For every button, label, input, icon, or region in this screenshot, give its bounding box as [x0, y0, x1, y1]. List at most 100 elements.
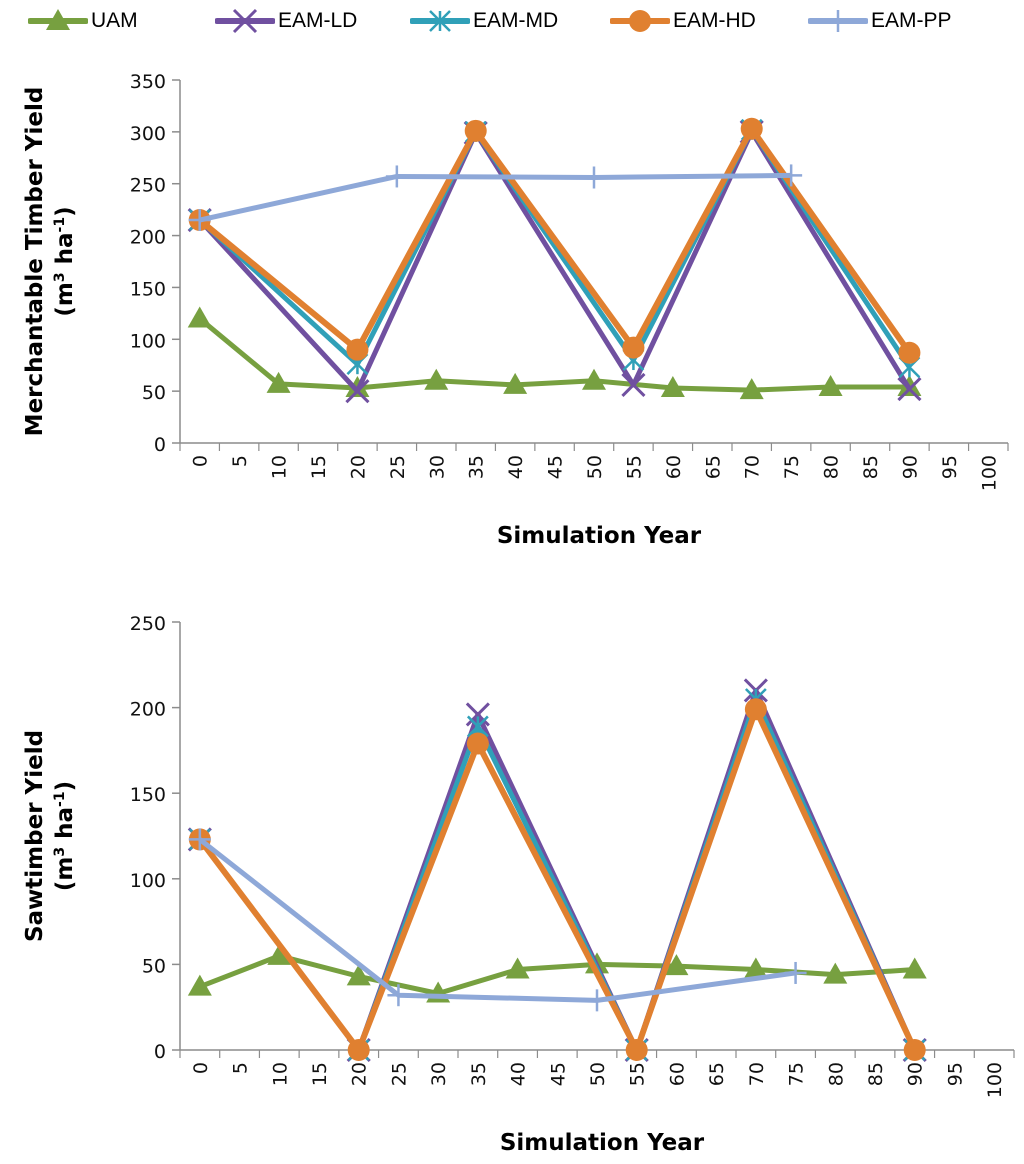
x-tick-label: 100 [978, 455, 1000, 491]
x-tick-label: 65 [702, 455, 724, 479]
x-tick-label: 70 [746, 1062, 768, 1086]
x-tick-label: 25 [388, 1062, 410, 1086]
y-axis-title: Sawtimber Yield [22, 730, 48, 942]
data-point-uam [424, 368, 449, 390]
data-point-uam [739, 378, 764, 400]
data-point-eam-pp [780, 164, 803, 187]
data-point-uam [823, 962, 848, 984]
y-tick-label: 200 [130, 699, 166, 721]
x-tick-label: 20 [349, 1062, 371, 1086]
data-point-uam [818, 374, 843, 396]
data-point-uam [187, 306, 212, 328]
x-tick-label: 60 [663, 455, 685, 479]
data-point-eam-hd [466, 732, 489, 755]
y-tick-label: 50 [142, 955, 166, 977]
series-line-eam-md [198, 127, 912, 369]
data-point-eam-ld [465, 702, 490, 727]
x-tick-label: 75 [781, 455, 803, 479]
x-tick-label: 35 [466, 455, 488, 479]
x-tick-label: 25 [387, 455, 409, 479]
chart-legend: UAM EAM-LD EAM-MD EAM-HD EAM-PP [0, 0, 1024, 44]
legend-label: EAM-LD [278, 9, 358, 32]
series-line-eam-ld [197, 129, 912, 394]
legend-label: UAM [91, 9, 138, 32]
data-point-uam [664, 954, 689, 976]
legend-item-uam: UAM [28, 6, 138, 36]
x-tick-label: 0 [190, 455, 212, 467]
data-point-uam [346, 964, 371, 986]
legend-item-eam-md: EAM-MD [410, 6, 558, 36]
x-tick-label: 40 [508, 1062, 530, 1086]
legend-label: EAM-MD [473, 9, 559, 32]
x-tick-label: 70 [742, 455, 764, 479]
y-tick-label: 50 [142, 382, 166, 404]
data-point-eam-hd [740, 117, 763, 140]
x-tick-label: 30 [426, 455, 448, 479]
data-point-uam [902, 957, 927, 979]
series-line-eam-pp [199, 172, 792, 223]
circle-marker-icon [610, 10, 670, 32]
legend-item-eam-hd: EAM-HD [610, 6, 756, 36]
x-tick-label: 55 [623, 455, 645, 479]
data-point-uam [743, 957, 768, 979]
data-point-eam-hd [625, 1039, 648, 1061]
series-eam-md [188, 118, 921, 379]
y-tick-label: 250 [130, 613, 166, 635]
y-axis-units: (m3 ha-1) [52, 206, 78, 316]
chart-merchantable-timber-yield: 0 50 100 150 200 250 300 350 0 5 10 15 20 25 30 35 40 45 5… [22, 71, 1009, 549]
series-eam-pp [188, 164, 803, 232]
x-tick-label: 75 [786, 1062, 808, 1086]
series-eam-hd [188, 117, 921, 364]
x-tick-label: 85 [860, 455, 882, 479]
series-line-eam-ld [197, 687, 918, 1053]
data-point-eam-pp [583, 166, 605, 189]
data-point-uam [660, 376, 685, 398]
data-point-eam-pp [385, 165, 408, 188]
x-tick-label: 80 [825, 1062, 847, 1086]
series-line-eam-hd [197, 706, 918, 1053]
legend-item-eam-ld: EAM-LD [215, 6, 357, 36]
series-eam-hd [188, 698, 926, 1061]
data-point-eam-hd [346, 338, 369, 361]
x-tick-label: 40 [505, 455, 527, 479]
x-tick-label: 10 [269, 455, 291, 479]
data-point-eam-hd [347, 1039, 370, 1061]
legend-label: EAM-HD [673, 9, 756, 32]
x-tick-label: 55 [627, 1062, 649, 1086]
x-tick-label: 50 [587, 1062, 609, 1086]
y-tick-label: 200 [130, 227, 166, 249]
x-tick-label: 90 [899, 455, 921, 479]
y-tick-label: 250 [130, 175, 166, 197]
y-tick-label: 150 [130, 784, 166, 806]
data-point-eam-pp [188, 209, 211, 232]
x-tick-label: 60 [666, 1062, 688, 1086]
data-point-eam-ld [621, 372, 646, 397]
y-axis-units: (m3 ha-1) [52, 781, 78, 891]
x-tick-label: 15 [309, 1062, 331, 1086]
legend-label: EAM-PP [871, 9, 952, 32]
y-tick-label: 350 [130, 71, 166, 93]
triangle-marker-icon [28, 9, 88, 30]
data-point-eam-pp [784, 961, 807, 984]
chart-sawtimber-yield: 0 50 100 150 200 250 0 5 10 15 20 25 30 35 40 45 50 55 60 6… [22, 613, 1015, 1156]
plus-marker-icon [808, 10, 868, 32]
series-line-uam [198, 953, 915, 997]
x-tick-label: 65 [706, 1062, 728, 1086]
y-tick-label: 300 [130, 123, 166, 145]
data-point-uam [505, 957, 530, 979]
data-point-uam [503, 372, 528, 394]
x-axis-title: Simulation Year [500, 1130, 705, 1156]
series-line-eam-hd [197, 125, 912, 355]
data-point-eam-hd [898, 341, 921, 364]
y-tick-label: 0 [154, 1041, 166, 1063]
x-tick-label: 15 [308, 455, 330, 479]
y-tick-label: 0 [154, 434, 166, 456]
x-tick-label: 0 [190, 1062, 212, 1074]
series-eam-md [188, 688, 926, 1061]
data-point-eam-hd [744, 698, 767, 721]
x-tick-label: 35 [468, 1062, 490, 1086]
x-tick-label: 50 [584, 455, 606, 479]
y-axis-title: Merchantable Timber Yield [22, 87, 48, 437]
data-point-eam-pp [188, 828, 211, 851]
data-point-eam-pp [387, 984, 410, 1007]
